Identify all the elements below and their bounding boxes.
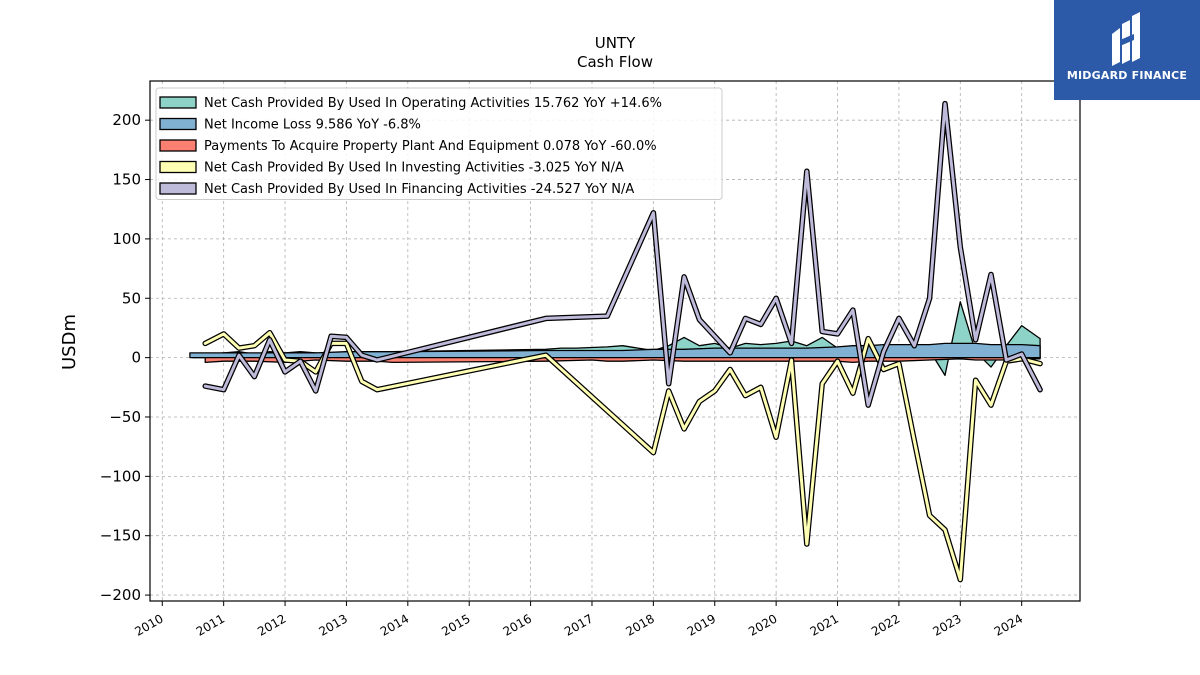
legend-box: [155, 87, 723, 200]
x-tick-label: 2017: [562, 611, 595, 638]
y-tick-label: −50: [109, 408, 141, 426]
legend-swatch-1: [159, 117, 197, 131]
brand-logo: MIDGARD FINANCE: [1054, 0, 1200, 100]
series-area-2: [204, 356, 1041, 364]
x-tick-label: 2024: [992, 611, 1025, 638]
legend-entry-1: Net Income Loss 9.586 YoY -6.8%: [204, 118, 421, 133]
x-tick-label: 2021: [808, 611, 841, 638]
y-tick-label: 200: [112, 111, 141, 129]
series-line-outline-3: [202, 329, 1043, 583]
y-tick-label: −200: [100, 586, 141, 604]
legend-entry-3: Net Cash Provided By Used In Investing A…: [204, 161, 624, 176]
x-axis: 2010 2011 2012 2013 2014 2015 2016 2017 2018 2019…: [132, 601, 1025, 639]
series-line-4: [203, 102, 1042, 407]
legend-entry-2: Payments To Acquire Property Plant And E…: [204, 139, 657, 154]
x-tick-label: 2022: [869, 611, 902, 638]
x-tick-label: 2018: [623, 611, 656, 638]
y-tick-label: 100: [112, 230, 141, 248]
chart-title: UNTY: [595, 34, 636, 52]
x-tick-label: 2013: [316, 611, 349, 638]
legend-swatch-2: [159, 139, 197, 152]
plot-area: [189, 100, 1043, 583]
x-tick-label: 2011: [194, 611, 227, 638]
logo-mark-icon: [1112, 12, 1140, 66]
y-axis: 200 150 100 50 0 −50 −100 −150 −200: [100, 111, 150, 604]
legend-swatch-4: [159, 182, 197, 195]
x-tick-label: 2023: [930, 611, 963, 638]
x-tick-label: 2015: [439, 611, 472, 638]
y-tick-label: 50: [122, 289, 141, 307]
y-tick-label: 150: [112, 171, 141, 189]
x-tick-label: 2016: [501, 611, 534, 638]
x-tick-label: 2012: [255, 611, 288, 638]
x-tick-label: 2020: [746, 611, 779, 638]
legend-swatch-0: [159, 96, 197, 109]
x-tick-label: 2014: [378, 611, 411, 638]
x-tick-label: 2010: [132, 611, 165, 638]
legend-entry-4: Net Cash Provided By Used In Financing A…: [204, 182, 634, 197]
x-tick-label: 2019: [685, 611, 718, 638]
y-tick-label: 0: [131, 349, 141, 367]
legend-entry-0: Net Cash Provided By Used In Operating A…: [204, 96, 662, 111]
y-tick-label: −100: [100, 467, 141, 485]
logo-text: MIDGARD FINANCE: [1066, 69, 1188, 82]
y-tick-label: −150: [100, 527, 141, 545]
y-axis-label: USDm: [59, 314, 80, 370]
series-line-3: [203, 331, 1042, 582]
chart-subtitle: Cash Flow: [577, 53, 653, 71]
legend: Net Cash Provided By Used In Operating A…: [155, 87, 723, 200]
plot-frame: [149, 80, 1081, 602]
legend-swatch-3: [159, 160, 197, 174]
